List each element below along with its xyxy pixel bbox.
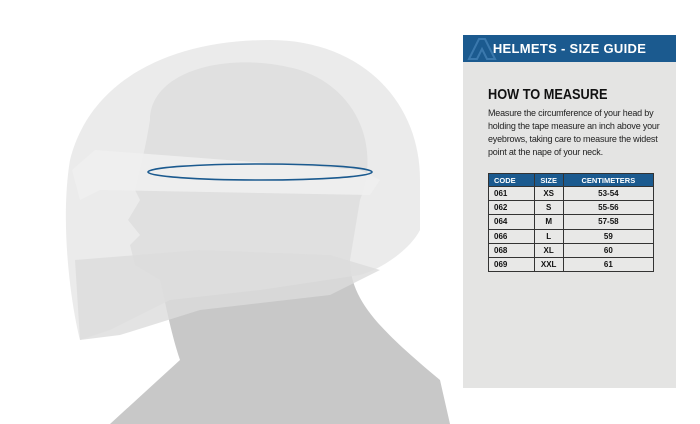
cell-code: 062 [488, 200, 535, 216]
cell-centimeters: 61 [562, 256, 655, 273]
table-row: 068 XL 60 [488, 242, 655, 258]
cell-code: 061 [488, 185, 535, 202]
helmet-head-illustration [65, 40, 450, 424]
cell-centimeters: 59 [562, 228, 655, 244]
cell-size: M [533, 214, 564, 230]
cell-size: L [533, 228, 564, 244]
table-row: 066 L 59 [488, 228, 655, 244]
measure-instructions: Measure the circumference of your head b… [488, 108, 660, 157]
cell-centimeters: 57-58 [562, 214, 655, 230]
brand-logo-icon [467, 38, 497, 60]
table-row: 061 XS 53-54 [488, 185, 655, 202]
cell-centimeters: 55-56 [562, 200, 655, 216]
measuring-tape-line [147, 163, 373, 181]
table-row: 062 S 55-56 [488, 200, 655, 216]
panel-header: HELMETS - SIZE GUIDE [463, 35, 676, 62]
helmet-chin [75, 250, 380, 340]
table-row: 069 XXL 61 [488, 256, 655, 273]
cell-centimeters: 60 [562, 242, 655, 258]
cell-code: 069 [488, 256, 535, 273]
cell-code: 066 [488, 228, 535, 244]
section-title: HOW TO MEASURE [488, 86, 608, 103]
cell-size: XS [533, 185, 564, 202]
cell-size: XXL [533, 256, 564, 273]
size-table: CODE SIZE CENTIMETERS 061 XS 53-54 062 S 55-5… [488, 173, 655, 273]
cell-code: 064 [488, 214, 535, 230]
cell-centimeters: 53-54 [562, 185, 655, 202]
column-header-code: CODE [488, 173, 535, 187]
cell-size: S [533, 200, 564, 216]
helmet-visor [72, 150, 380, 200]
column-header-size: SIZE [533, 173, 564, 187]
cell-size: XL [533, 242, 564, 258]
panel-title: HELMETS - SIZE GUIDE [492, 41, 647, 56]
size-guide-panel: HELMETS - SIZE GUIDE HOW TO MEASURE Meas… [463, 35, 676, 388]
cell-code: 068 [488, 242, 535, 258]
table-row: 064 M 57-58 [488, 214, 655, 230]
column-header-centimeters: CENTIMETERS [562, 173, 655, 187]
